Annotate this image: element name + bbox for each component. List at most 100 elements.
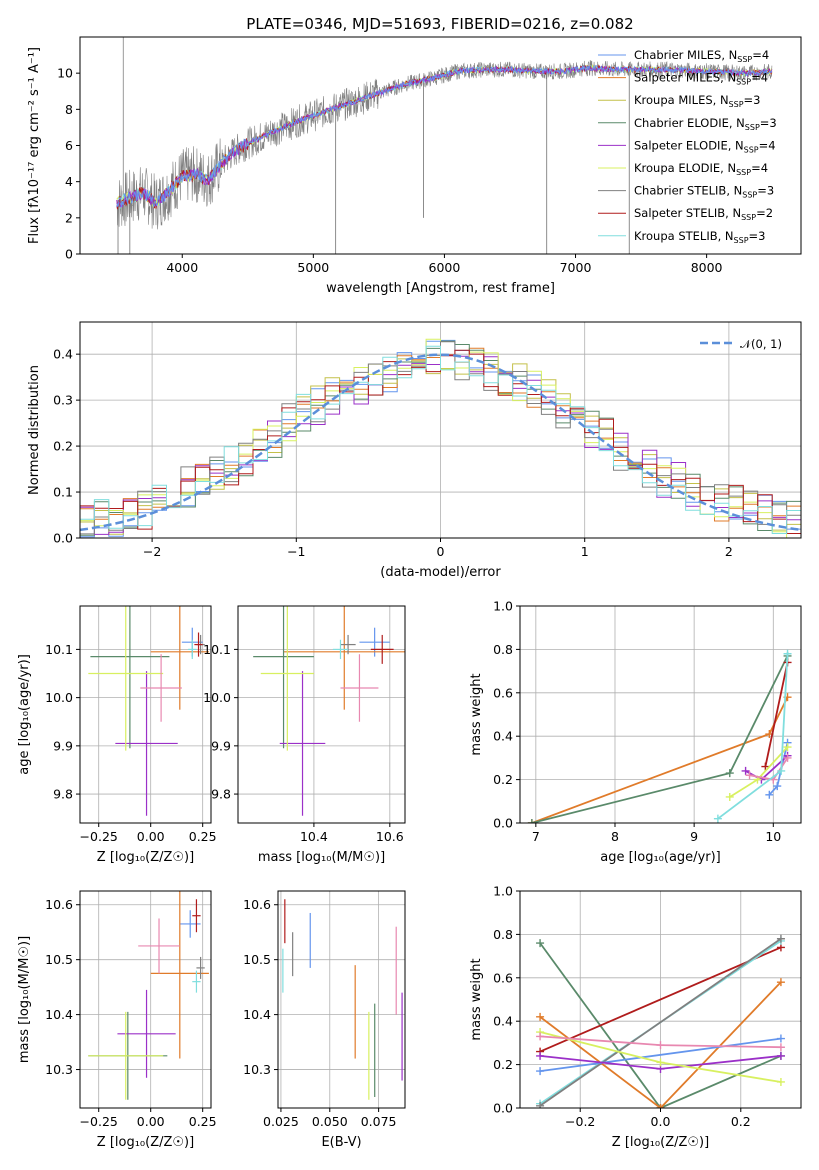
y-tick-label: 10.1: [203, 642, 231, 657]
x-tick-label: 4000: [166, 260, 198, 275]
y-tick-label: 4: [65, 174, 73, 189]
y-tick-label: 10.6: [45, 897, 73, 912]
plot-area: [536, 934, 785, 1108]
y-tick-label: 1.0: [493, 599, 513, 614]
x-tick-label: 10.6: [376, 829, 404, 844]
panel-mass_vs_Z: −0.25 0.00 0.25 10.3 10.4 10.5 10.6 Z [log₁₀(Z/…: [17, 890, 217, 1150]
x-tick-label: 9: [690, 829, 698, 844]
x-tick-label: 7000: [560, 260, 592, 275]
x-tick-label: 6000: [429, 260, 461, 275]
weight-marker: [656, 1041, 665, 1050]
weight-marker: [536, 1032, 545, 1041]
x-axis-label: E(B-V): [321, 1135, 361, 1150]
y-axis-label: Normed distribution: [27, 365, 42, 495]
weight-marker: [656, 1058, 665, 1067]
panel-weight_vs_Z: −0.2 0.0 0.2 0.0 0.2 0.4 0.6 0.8 1.0 Z [log₁₀(Z/Z…: [469, 884, 802, 1150]
weight-marker: [536, 939, 545, 948]
panel-mass_vs_ebv: 0.025 0.050 0.075 10.3 10.4 10.5 10.6 E(B-V): [243, 890, 406, 1150]
legend: Chabrier MILES, NSSP=4 Salpeter MILES, NS…: [598, 48, 777, 245]
x-axis-label: Z [log₁₀(Z/Z☉)]: [612, 1135, 709, 1150]
legend-label: Kroupa ELODIE, NSSP=4: [634, 161, 768, 177]
legend-label: Salpeter MILES, NSSP=4: [634, 71, 768, 87]
weight-line: [531, 696, 789, 823]
x-tick-label: −0.25: [80, 1114, 118, 1129]
y-tick-label: 0.4: [53, 347, 73, 362]
legend-label: Chabrier MILES, NSSP=4: [634, 48, 769, 64]
weight-marker: [776, 1034, 785, 1043]
panel-spectrum: 4000 5000 6000 7000 8000 0 2 4 6 8 10 wavelength [A…: [27, 36, 802, 296]
weight-marker: [776, 1043, 785, 1052]
panel-age_vs_Z: −0.25 0.00 0.25 9.8 9.9 10.0 10.1 Z [log₁₀(Z/Z☉…: [17, 605, 217, 865]
y-tick-label: 9.8: [53, 787, 73, 802]
legend-label: Kroupa MILES, NSSP=3: [634, 93, 760, 109]
weight-marker: [776, 978, 785, 987]
weight-marker: [776, 1051, 785, 1060]
x-tick-label: 7: [532, 829, 540, 844]
plot-area: [116, 37, 773, 254]
y-tick-label: 0.1: [53, 485, 73, 500]
y-tick-label: 9.9: [53, 738, 73, 753]
plot-area: [282, 899, 403, 1100]
panel-weight_vs_age: 7 8 9 10 0.0 0.2 0.4 0.6 0.8 1.0 age [log₁₀(age/yr…: [469, 599, 802, 865]
weight-line: [531, 655, 789, 823]
x-tick-label: 0.0: [651, 1114, 671, 1129]
axes-frame: [79, 605, 212, 824]
x-axis-label: age [log₁₀(age/yr)]: [600, 850, 721, 865]
weight-marker: [536, 1051, 545, 1060]
weight-line: [539, 1037, 782, 1072]
plot-area: [88, 606, 209, 816]
x-tick-label: 0.025: [263, 1114, 299, 1129]
weight-marker: [725, 769, 734, 778]
weight-line: [539, 981, 782, 1108]
y-tick-label: 8: [65, 102, 73, 117]
y-tick-label: 10.0: [45, 690, 73, 705]
legend-label: Salpeter STELIB, NSSP=2: [634, 206, 773, 222]
weight-line: [764, 662, 789, 767]
weight-marker: [777, 766, 786, 775]
model-spectrum: [116, 65, 773, 208]
y-tick-label: 2: [65, 210, 73, 225]
weight-marker: [536, 1101, 545, 1108]
y-tick-label: 0.3: [53, 393, 73, 408]
histogram-series: [80, 345, 801, 534]
x-tick-label: 10: [765, 829, 781, 844]
y-tick-label: 1.0: [493, 884, 513, 899]
y-tick-label: 0.4: [493, 1014, 513, 1029]
x-tick-label: 0.00: [137, 829, 165, 844]
weight-marker: [527, 819, 536, 823]
x-tick-label: 8: [611, 829, 619, 844]
axes-frame: [277, 890, 406, 1109]
y-tick-label: 0.0: [53, 531, 73, 546]
panel-age_vs_mass: 10.4 10.6 9.8 9.9 10.0 10.1 mass [log₁₀(M/M☉)]: [203, 605, 406, 865]
weight-marker: [783, 649, 792, 658]
plot-area: [80, 338, 801, 538]
x-tick-label: −1: [287, 544, 305, 559]
y-tick-label: 9.9: [211, 738, 231, 753]
y-axis-label: Flux [fλ10⁻¹⁷ erg cm⁻² s⁻¹ A⁻¹]: [27, 47, 42, 244]
weight-marker: [656, 1104, 665, 1108]
weight-marker: [783, 743, 792, 752]
weight-marker: [783, 753, 792, 762]
y-tick-label: 0.8: [493, 927, 513, 942]
axes-frame: [237, 605, 406, 824]
y-tick-label: 10.4: [45, 1007, 73, 1022]
y-tick-label: 0.8: [493, 642, 513, 657]
weight-marker: [725, 792, 734, 801]
weight-marker: [765, 790, 774, 799]
y-tick-label: 0.2: [493, 772, 513, 787]
x-axis-label: Z [log₁₀(Z/Z☉)]: [97, 1135, 194, 1150]
y-tick-label: 0.4: [493, 729, 513, 744]
weight-marker: [776, 1077, 785, 1086]
legend-label: Kroupa STELIB, NSSP=3: [634, 229, 765, 245]
x-tick-label: 0.2: [731, 1114, 751, 1129]
weight-line: [539, 942, 782, 1108]
y-tick-label: 10.3: [45, 1062, 73, 1077]
x-tick-label: 0.00: [137, 1114, 165, 1129]
legend-label: Chabrier STELIB, NSSP=3: [634, 184, 774, 200]
y-tick-label: 10.5: [243, 952, 271, 967]
y-tick-label: 0.0: [493, 816, 513, 831]
x-tick-label: 0.25: [189, 1114, 217, 1129]
y-tick-label: 10.4: [243, 1007, 271, 1022]
weight-marker: [741, 766, 750, 775]
weight-marker: [713, 814, 722, 823]
